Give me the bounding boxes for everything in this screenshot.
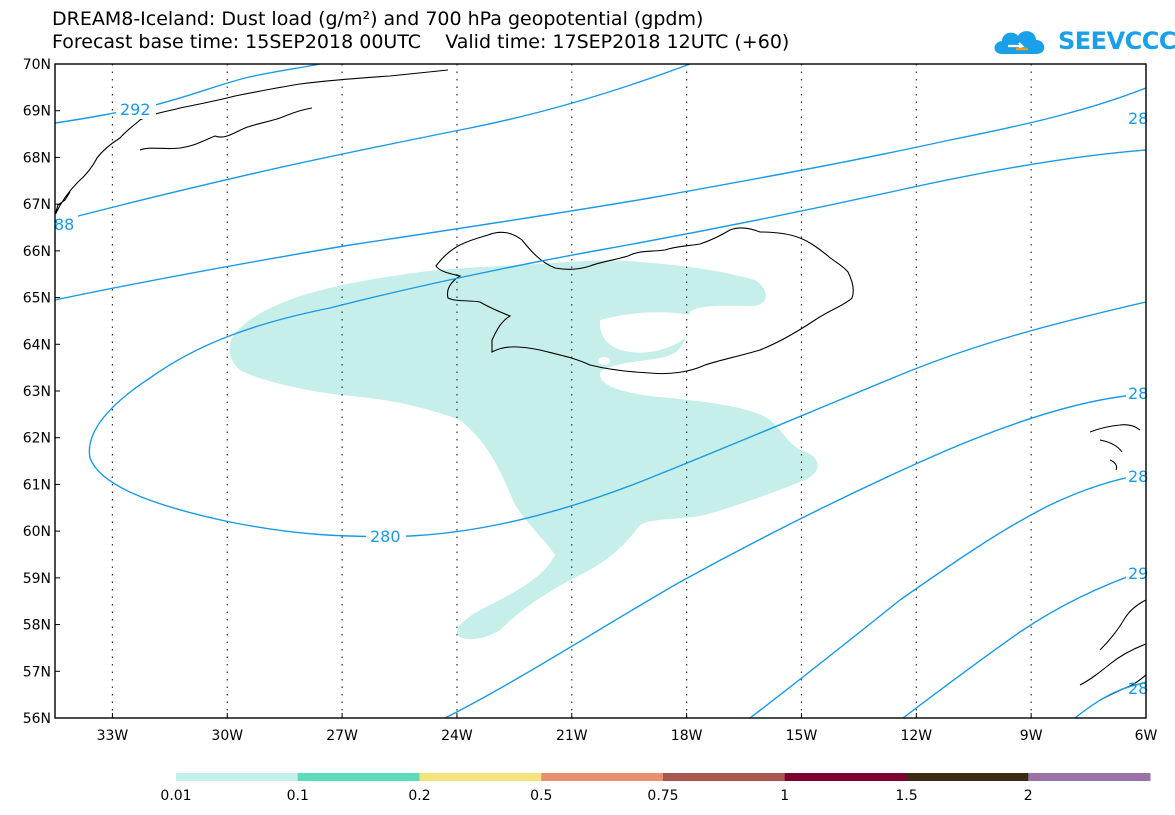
contour-label: 28	[1128, 109, 1148, 128]
contour-label: 28	[1128, 467, 1148, 486]
lon-tick-label: 6W	[1135, 728, 1158, 744]
colorbar-swatch	[663, 773, 786, 781]
contour-288-left	[54, 63, 691, 223]
contour-276	[444, 393, 1147, 719]
lat-tick-label: 67N	[23, 197, 51, 213]
colorbar-swatch	[541, 773, 664, 781]
colorbar-swatch	[784, 773, 907, 781]
logo-text: SEEVCCC	[1058, 27, 1175, 55]
lon-tick-label: 24W	[441, 728, 473, 744]
colorbar-label: 1	[780, 788, 789, 804]
lat-tick-label: 61N	[23, 477, 51, 493]
colorbar-label: 0.2	[408, 788, 430, 804]
dust-gap	[598, 357, 610, 365]
lon-tick-label: 21W	[556, 728, 588, 744]
colorbar-label: 0.5	[530, 788, 552, 804]
scotland-coast	[1089, 424, 1141, 471]
colorbar-swatch	[176, 773, 299, 781]
colorbar-label: 0.75	[647, 788, 678, 804]
contour-label: 29	[1128, 564, 1148, 583]
lon-tick-label: 9W	[1020, 728, 1043, 744]
lat-tick-label: 62N	[23, 431, 51, 447]
lon-tick-label: 30W	[211, 728, 243, 744]
colorbar-label: 2	[1024, 788, 1033, 804]
contour-28x	[1074, 681, 1147, 719]
geopotential-contours	[54, 63, 1147, 719]
lat-tick-label: 57N	[23, 664, 51, 680]
colorbar-swatch	[1028, 773, 1151, 781]
cloud-logo-icon	[994, 31, 1045, 54]
iceland-coast	[435, 227, 854, 375]
colorbar-label: 0.1	[287, 788, 309, 804]
contour-29x	[902, 569, 1147, 719]
colorbar-swatch	[419, 773, 542, 781]
colorbar: 0.01 0.1 0.2 0.5 0.75 1 1.5 2	[160, 773, 1151, 804]
lat-tick-label: 60N	[23, 524, 51, 540]
lat-tick-label: 69N	[23, 104, 51, 120]
contour-280	[88, 149, 1147, 538]
lon-tick-label: 18W	[671, 728, 703, 744]
contour-label: 280	[370, 527, 401, 546]
lat-tick-label: 58N	[23, 618, 51, 634]
map-title: DREAM8-Iceland: Dust load (g/m²) and 700…	[52, 8, 704, 30]
dust-gap	[705, 253, 729, 265]
contour-278	[749, 473, 1147, 719]
forecast-times: Forecast base time: 15SEP2018 00UTC Vali…	[52, 31, 790, 53]
lat-tick-label: 70N	[23, 57, 51, 73]
lat-tick-label: 65N	[23, 291, 51, 307]
axes: 70N 69N 68N 67N 66N 65N 64N 63N 62N 61N 60N 59N 58N 5…	[23, 57, 1158, 744]
colorbar-label: 1.5	[895, 788, 917, 804]
colorbar-label: 0.01	[160, 788, 191, 804]
dust-plume	[229, 260, 818, 640]
lat-tick-label: 68N	[23, 150, 51, 166]
contour-labels: 292 88 280 28 28 28 29 28	[52, 99, 1148, 698]
contour-label: 28	[1128, 384, 1148, 403]
lon-tick-label: 12W	[900, 728, 932, 744]
lat-tick-label: 64N	[23, 337, 51, 353]
contour-284	[54, 87, 1147, 301]
lat-tick-label: 56N	[23, 711, 51, 727]
colorbar-swatch	[906, 773, 1029, 781]
colorbar-swatch	[297, 773, 420, 781]
dust-gap	[599, 312, 693, 353]
lat-tick-label: 63N	[23, 384, 51, 400]
lon-tick-label: 15W	[786, 728, 818, 744]
lat-tick-label: 59N	[23, 571, 51, 587]
greenland-coast	[54, 69, 449, 216]
contour-label: 292	[120, 100, 151, 119]
contour-292-left	[54, 63, 321, 124]
lon-tick-label: 27W	[326, 728, 358, 744]
contour-label: 88	[54, 215, 74, 234]
lon-tick-label: 33W	[97, 728, 129, 744]
lat-tick-label: 66N	[23, 244, 51, 260]
contour-label: 28	[1128, 679, 1148, 698]
